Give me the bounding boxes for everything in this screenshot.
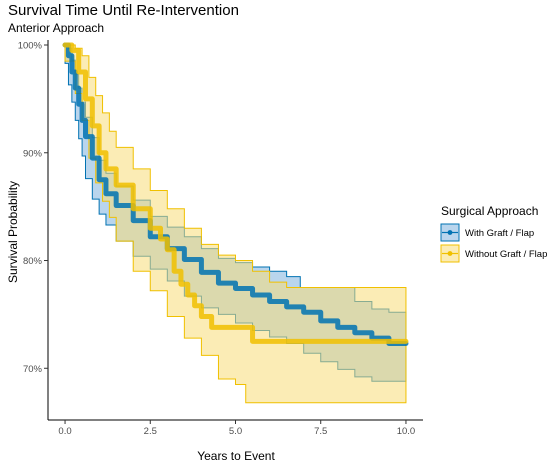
y-tick-label: 90% [23,148,43,159]
x-tick-label: 7.5 [314,426,327,437]
chart-subtitle: Anterior Approach [8,21,105,35]
legend-title: Surgical Approach [441,204,538,218]
chart-title: Survival Time Until Re-Intervention [8,2,239,19]
x-tick-label: 10.0 [397,426,416,437]
survival-curves [62,42,409,346]
y-axis-title: Survival Probability [6,181,20,283]
x-tick-label: 0.0 [58,426,71,437]
x-tick-label: 5.0 [229,426,242,437]
x-tick-label: 2.5 [144,426,157,437]
x-axis-title: Years to Event [197,449,275,463]
y-tick-label: 80% [23,256,43,267]
legend: Surgical Approach With Graft / Flap Witho… [440,204,547,263]
with-graft-legend-label: With Graft / Flap [465,228,534,239]
without-graft-legend-point [447,251,453,256]
axes: 0.0 2.5 5.0 7.5 10.0 70% 80% 90% 100% [18,40,423,437]
with-graft-legend-point [447,230,453,235]
y-tick-label: 70% [23,364,43,375]
y-tick-label: 100% [18,41,43,52]
without-graft-survival-curve [62,42,409,344]
without-graft-confidence-band [64,44,407,404]
confidence-bands [64,44,407,404]
without-graft-legend-label: Without Graft / Flap [465,249,547,260]
